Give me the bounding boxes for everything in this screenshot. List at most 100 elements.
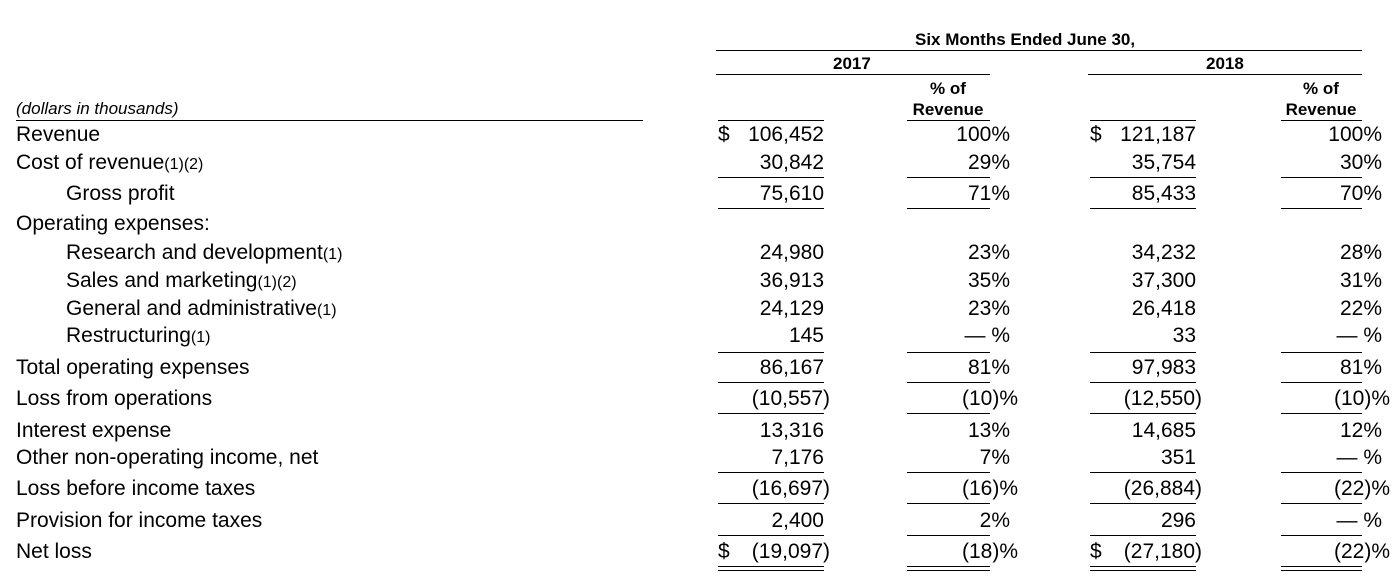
subtotal-rule <box>718 535 824 536</box>
row-label: Loss from operations <box>16 387 213 410</box>
subtotal-rule <box>1281 413 1362 414</box>
value-2018: 97,983 <box>1131 356 1196 379</box>
pct-2018: 100% <box>1328 123 1382 146</box>
subtotal-rule <box>1090 413 1196 414</box>
row-label: Revenue <box>16 123 101 146</box>
pct-2017: (18)% <box>961 540 1018 563</box>
pct-2017: 35% <box>967 269 1010 292</box>
value-2017: 30,842 <box>759 151 824 174</box>
subtotal-rule <box>718 208 824 209</box>
subtotal-rule <box>718 413 824 414</box>
subtotal-rule <box>907 413 990 414</box>
value-2017: (19,097) <box>751 540 830 563</box>
row-label: Other non-operating income, net <box>16 446 319 469</box>
currency-symbol: $ <box>718 123 730 146</box>
subtotal-rule <box>1090 177 1196 178</box>
pct-2018: 12% <box>1339 419 1382 442</box>
row-label: Sales and marketing(1)(2) <box>66 269 297 292</box>
total-rule <box>907 566 990 567</box>
subtotal-rule <box>1281 177 1362 178</box>
footnote-ref: (1) <box>190 329 211 346</box>
value-2017: 2,400 <box>771 509 824 532</box>
value-2018: 351 <box>1160 446 1196 469</box>
section-heading: Operating expenses: <box>16 212 210 235</box>
year-2018-rule <box>1088 74 1362 75</box>
value-2018: 34,232 <box>1131 241 1196 264</box>
pct-2017: 23% <box>967 297 1010 320</box>
col-rule-v2018 <box>1090 120 1196 121</box>
row-label: Total operating expenses <box>16 356 250 379</box>
year-2017-rule <box>716 74 990 75</box>
total-rule <box>1281 566 1362 567</box>
row-label: Provision for income taxes <box>16 509 263 532</box>
currency-symbol: $ <box>1090 540 1102 563</box>
value-2017: 24,980 <box>759 241 824 264</box>
total-rule <box>907 570 990 571</box>
subtotal-rule <box>1090 352 1196 353</box>
pct-2018: 28% <box>1339 241 1382 264</box>
pct-2018: (22)% <box>1333 477 1390 500</box>
pct-2018: — % <box>1336 324 1382 347</box>
value-2017: 7,176 <box>771 446 824 469</box>
total-rule <box>1090 570 1196 571</box>
value-2018: (12,550) <box>1123 387 1202 410</box>
footnote-ref: (1)(2) <box>164 156 204 173</box>
total-rule <box>718 570 824 571</box>
subtotal-rule <box>1281 535 1362 536</box>
subtotal-rule <box>907 472 990 473</box>
subtotal-rule <box>907 535 990 536</box>
row-label: Cost of revenue(1)(2) <box>16 151 204 174</box>
subtotal-rule <box>907 503 990 504</box>
pct-2018: (10)% <box>1333 387 1390 410</box>
subtotal-rule <box>1281 382 1362 383</box>
value-2018: 14,685 <box>1131 419 1196 442</box>
value-2018: (26,884) <box>1123 477 1202 500</box>
total-rule <box>718 566 824 567</box>
pct-2018: 31% <box>1339 269 1382 292</box>
footnote-ref: (1) <box>322 246 343 263</box>
subtotal-rule <box>1281 472 1362 473</box>
pct-2018: 81% <box>1339 356 1382 379</box>
label-header-rule <box>16 120 643 121</box>
value-2018: 35,754 <box>1131 151 1196 174</box>
subtotal-rule <box>1281 208 1362 209</box>
pct-2017: 71% <box>967 182 1010 205</box>
pct-2018: 22% <box>1339 297 1382 320</box>
value-2018: 26,418 <box>1131 297 1196 320</box>
pct-2017: — % <box>964 324 1010 347</box>
year-2018-header: 2018 <box>1206 54 1244 73</box>
year-2017-header: 2017 <box>833 54 871 73</box>
value-2017: (16,697) <box>751 477 830 500</box>
subtotal-rule <box>907 352 990 353</box>
period-header: Six Months Ended June 30, <box>915 30 1136 49</box>
pct-2018: 70% <box>1339 182 1382 205</box>
subtotal-rule <box>1281 503 1362 504</box>
value-2018: 85,433 <box>1131 182 1196 205</box>
pct-2017: 81% <box>967 356 1010 379</box>
total-rule <box>1090 566 1196 567</box>
pct-2017: (10)% <box>961 387 1018 410</box>
row-label: Research and development(1) <box>66 241 343 264</box>
pct-2018: (22)% <box>1333 540 1390 563</box>
value-2018: 121,187 <box>1120 123 1196 146</box>
value-2017: 145 <box>788 324 824 347</box>
subtotal-rule <box>907 208 990 209</box>
subtotal-rule <box>907 177 990 178</box>
value-2017: 86,167 <box>759 356 824 379</box>
subtotal-rule <box>1281 352 1362 353</box>
row-label: General and administrative(1) <box>66 297 337 320</box>
subtotal-rule <box>1090 208 1196 209</box>
currency-symbol: $ <box>718 540 730 563</box>
col-rule-v2017 <box>718 120 824 121</box>
subtotal-rule <box>1090 503 1196 504</box>
subtotal-rule <box>718 382 824 383</box>
units-caption: (dollars in thousands) <box>16 99 179 118</box>
footnote-ref: (1) <box>316 302 337 319</box>
value-2017: 75,610 <box>759 182 824 205</box>
value-2018: (27,180) <box>1123 540 1202 563</box>
row-label: Restructuring(1) <box>66 324 211 347</box>
pct-2017: 13% <box>967 419 1010 442</box>
value-2017: 36,913 <box>759 269 824 292</box>
subtotal-rule <box>1090 382 1196 383</box>
pct-2017: 29% <box>967 151 1010 174</box>
